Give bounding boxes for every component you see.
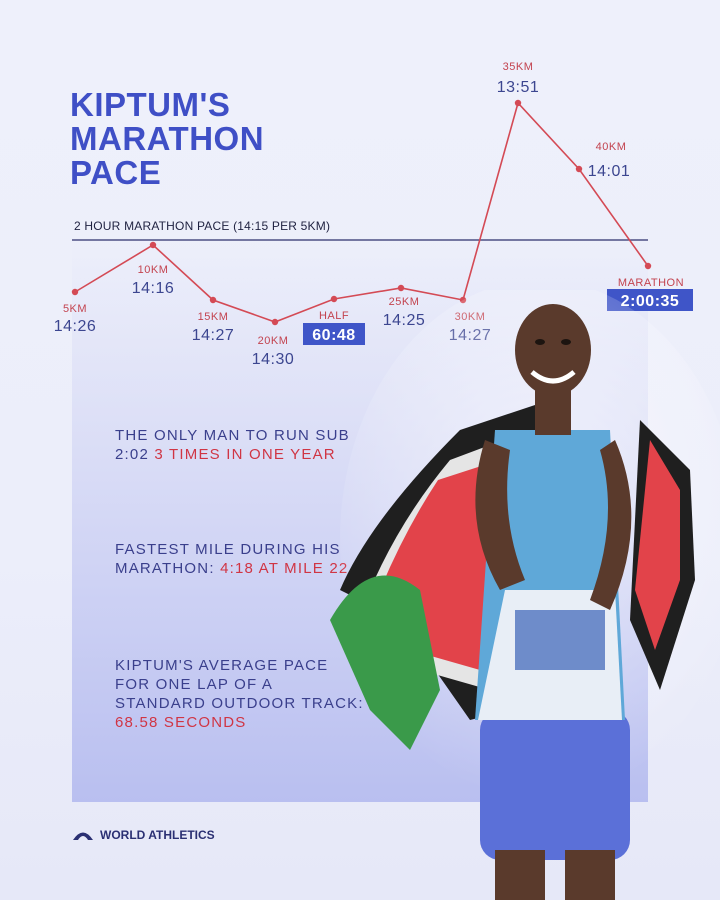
fact-3-text: KIPTUM'S AVERAGE PACE FOR ONE LAP OF A S…: [115, 657, 364, 712]
runner-photo: [330, 290, 720, 900]
time-highlight-box-marathon: [607, 289, 693, 311]
split-label-15km: 15KM: [198, 311, 229, 323]
title-line-3: PACE: [70, 154, 162, 191]
data-points: 5KM 14:26 10KM 14:16 15KM 14:27 20KM 14:30 HALF 6…: [54, 61, 693, 368]
split-label-25km: 25KM: [389, 296, 420, 308]
world-athletics-logo-icon: [73, 832, 93, 840]
title-line-1: KIPTUM'S: [70, 86, 231, 123]
fact-1-text: THE ONLY MAN TO RUN SUB 2:02: [115, 427, 350, 463]
data-point-half: [330, 295, 338, 303]
fact-1-highlight: 3 TIMES IN ONE YEAR: [154, 446, 336, 463]
fact-2-text: FASTEST MILE DURING HIS MARATHON:: [115, 541, 341, 577]
split-label-10km: 10KM: [138, 264, 169, 276]
fact-3-highlight: 68.58 SECONDS: [115, 714, 247, 731]
fact-2-highlight: 4:18 AT MILE 22: [220, 560, 349, 577]
fact-lap-pace: KIPTUM'S AVERAGE PACE FOR ONE LAP OF A S…: [115, 656, 365, 732]
data-point-15km: [209, 296, 217, 304]
split-label-half: HALF: [319, 310, 349, 322]
split-label-20km: 20KM: [258, 335, 289, 347]
data-point-25km: [397, 284, 405, 292]
data-point-marathon: [644, 262, 652, 270]
data-point-35km: [514, 99, 522, 107]
page-title: KIPTUM'S MARATHON PACE: [70, 88, 264, 190]
time-label-40km: 14:01: [588, 163, 631, 180]
split-label-35km: 35KM: [503, 61, 534, 73]
time-label-35km: 13:51: [497, 79, 540, 96]
split-label-40km: 40KM: [596, 141, 627, 153]
data-point-5km: [71, 288, 79, 296]
split-label-marathon: MARATHON: [618, 277, 684, 289]
title-line-2: MARATHON: [70, 120, 265, 157]
fact-fastest-mile: FASTEST MILE DURING HIS MARATHON: 4:18 A…: [115, 540, 365, 578]
time-label-15km: 14:27: [192, 327, 235, 344]
time-label-20km: 14:30: [252, 351, 295, 368]
split-label-5km: 5KM: [63, 303, 87, 315]
data-point-40km: [575, 165, 583, 173]
brand-name: WORLD ATHLETICS: [100, 828, 215, 842]
footer: WORLD ATHLETICS: [72, 828, 215, 842]
time-label-10km: 14:16: [132, 280, 175, 297]
fact-sub-202: THE ONLY MAN TO RUN SUB 2:02 3 TIMES IN …: [115, 426, 375, 464]
reference-line-label: 2 HOUR MARATHON PACE (14:15 PER 5KM): [74, 219, 331, 233]
time-highlight-box-half: [303, 323, 365, 345]
pace-line: [74, 101, 649, 323]
time-label-marathon: 2:00:35: [621, 293, 680, 310]
time-label-half: 60:48: [312, 327, 355, 344]
data-point-10km: [149, 241, 157, 249]
data-point-20km: [271, 318, 279, 326]
time-label-25km: 14:25: [383, 312, 426, 329]
time-label-5km: 14:26: [54, 318, 97, 335]
